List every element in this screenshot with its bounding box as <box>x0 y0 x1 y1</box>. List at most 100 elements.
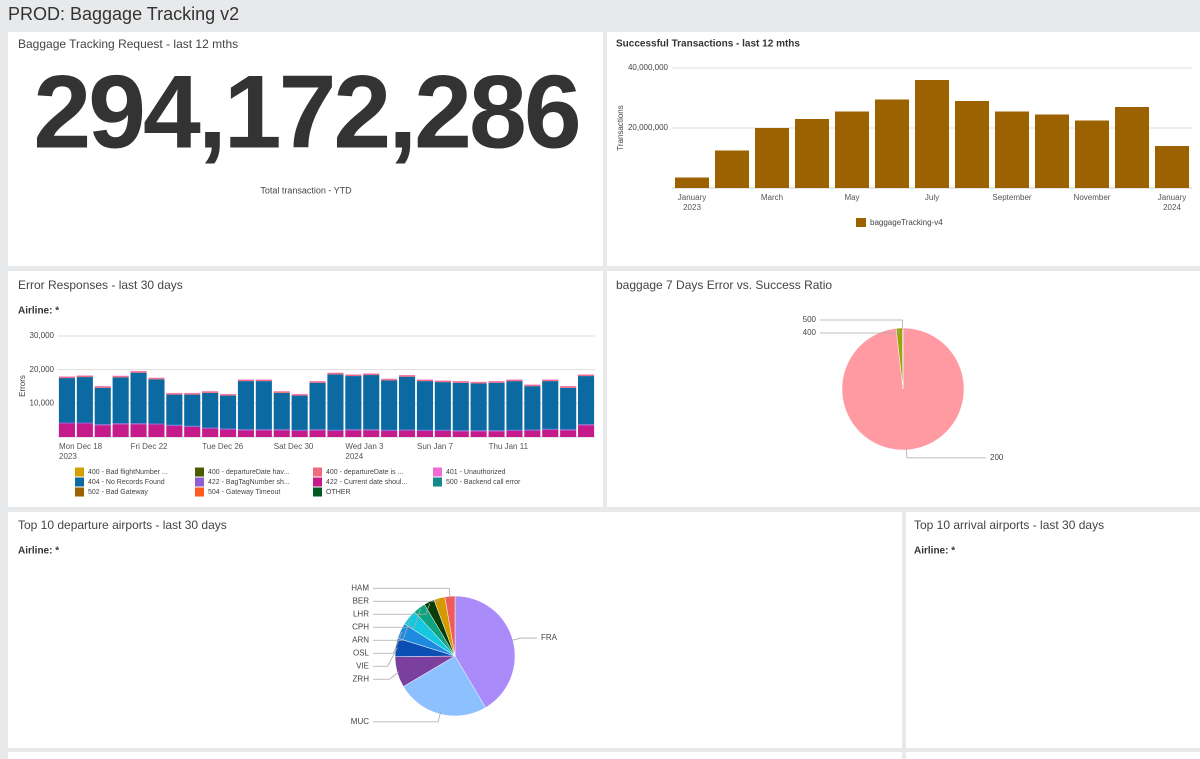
bar-segment <box>76 422 93 424</box>
x-tick-label: Tue Dec 26 <box>202 442 244 451</box>
panel-title: Baggage Tracking Request - last 12 mths <box>18 37 238 51</box>
slice-label: BER <box>353 596 370 605</box>
legend-swatch <box>75 477 84 487</box>
legend-swatch <box>75 487 84 497</box>
x-tick-label: Fri Dec 22 <box>130 442 168 451</box>
panel-title: Top 10 arrival airports - last 30 days <box>914 518 1104 532</box>
bar-segment <box>237 381 255 430</box>
bar-segment <box>470 383 487 431</box>
bar-segment <box>184 394 201 426</box>
bar-segment <box>291 394 308 396</box>
leader-line <box>373 587 451 599</box>
bar <box>715 150 749 188</box>
bar-segment <box>327 373 344 375</box>
bar-segment <box>398 375 416 377</box>
bar-segment <box>166 425 183 437</box>
bar-segment <box>381 379 398 381</box>
x-tick-label: Thu Jan 11 <box>488 442 529 451</box>
slice-label: 500 <box>803 315 817 324</box>
bar-segment <box>130 371 147 373</box>
leader-line <box>373 618 411 641</box>
bar-segment <box>237 430 255 437</box>
page-title: PROD: Baggage Tracking v2 <box>8 4 239 24</box>
bar-segment <box>273 430 290 437</box>
x-tick-label: Wed Jan 3 2024 <box>345 442 384 461</box>
bar-segment <box>470 382 487 384</box>
panel-title: Top 10 departure airports - last 30 days <box>18 518 227 532</box>
x-tick-label: July <box>924 193 940 202</box>
slice-label: MUC <box>351 717 369 726</box>
legend-swatch <box>75 467 84 477</box>
bar-segment <box>112 424 129 437</box>
bar-segment <box>148 424 165 437</box>
x-tick-label: Sat Dec 30 <box>273 442 314 451</box>
bar <box>795 119 829 188</box>
bar-segment <box>76 375 93 378</box>
legend-swatch <box>195 487 204 497</box>
bar-segment <box>452 381 469 383</box>
leader-line <box>511 637 537 642</box>
bar-segment <box>130 424 147 437</box>
bar-segment <box>184 393 201 395</box>
legend-swatch <box>856 218 866 227</box>
bar-segment <box>398 429 416 431</box>
leader-line <box>373 671 400 680</box>
bar-segment <box>273 392 290 430</box>
y-tick-label: 30,000 <box>30 331 55 340</box>
slice-label: OSL <box>353 648 370 657</box>
bar-segment <box>184 425 201 427</box>
kpi-caption: Total transaction - YTD <box>260 185 352 195</box>
bar-segment <box>577 376 595 425</box>
bar-segment <box>506 379 523 382</box>
bar-segment <box>506 429 523 431</box>
bar-segment <box>363 429 380 431</box>
bar-segment <box>434 430 451 437</box>
filter-label: Airline: * <box>18 546 59 557</box>
bar-segment <box>560 429 577 431</box>
bar-segment <box>237 379 255 382</box>
bar-segment <box>76 423 93 437</box>
bar-segment <box>184 426 201 437</box>
bar-segment <box>434 429 451 431</box>
bar-segment <box>76 377 93 423</box>
bar-segment <box>112 423 129 425</box>
bar-segment <box>542 381 559 429</box>
bar-segment <box>112 377 129 424</box>
bar-segment <box>542 428 559 430</box>
bar-segment <box>273 391 290 393</box>
bar-segment <box>345 429 362 431</box>
y-axis-label: Transactions <box>616 105 625 151</box>
bar-segment <box>452 431 469 437</box>
bar-segment <box>577 374 595 377</box>
bar-segment <box>452 382 469 431</box>
bar-segment <box>345 430 362 437</box>
leader-line <box>373 631 403 654</box>
bar-segment <box>524 430 541 437</box>
bar-segment <box>577 424 595 426</box>
bar-segment <box>416 430 434 437</box>
bar <box>1155 146 1189 188</box>
leader-line <box>373 599 441 602</box>
bar-segment <box>255 379 272 382</box>
bar <box>675 177 709 188</box>
bar-segment <box>148 378 165 380</box>
legend-label: 400 - departureDate hav... <box>208 469 289 476</box>
panel-title: Successful Transactions - last 12 mths <box>616 39 800 50</box>
x-tick-label: Mon Dec 18 2023 <box>59 442 103 461</box>
bar-segment <box>470 431 487 437</box>
legend-swatch <box>433 467 442 477</box>
y-axis-label: Errors <box>18 375 27 397</box>
panel <box>906 512 1200 748</box>
bar-segment <box>470 430 487 432</box>
leader-line <box>820 329 900 334</box>
x-tick-label: September <box>992 193 1032 202</box>
bar <box>995 111 1029 188</box>
x-tick-label: November <box>1073 193 1111 202</box>
bar-segment <box>94 387 111 425</box>
slice-label: VIE <box>356 661 369 670</box>
bar-segment <box>291 430 308 437</box>
bar-segment <box>524 429 541 431</box>
leader-line <box>905 448 986 459</box>
bar-segment <box>488 382 505 431</box>
